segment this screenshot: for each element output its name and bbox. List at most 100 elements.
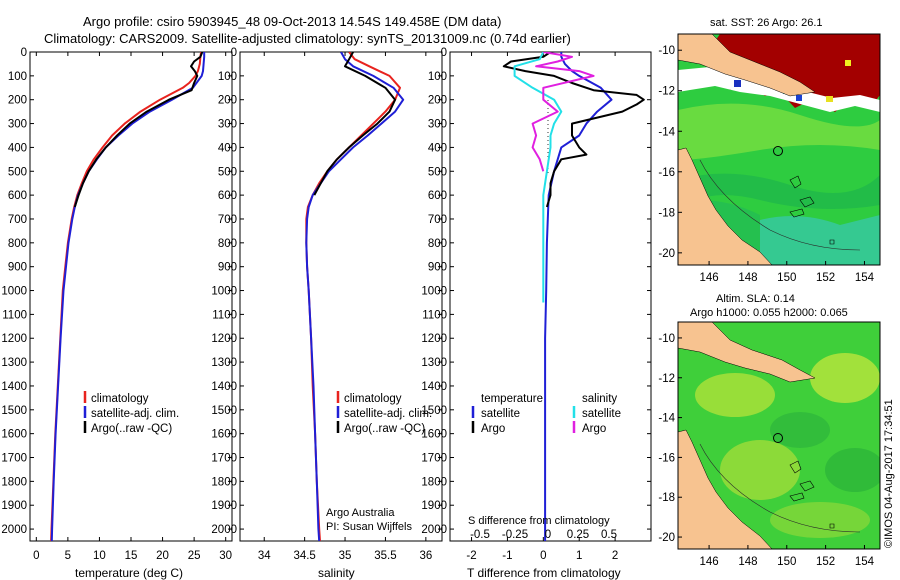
sst-cyan-region — [760, 215, 880, 265]
s-tick-label: 0.25 — [567, 529, 589, 541]
depth-tick-label: 300 — [428, 119, 447, 131]
legend-t-satellite-label: satellite — [481, 408, 520, 420]
depth-tick-label: 1000 — [1, 286, 27, 298]
s-tick-label: 0.5 — [601, 529, 617, 541]
depth-tick-label: 1500 — [421, 405, 447, 417]
depth-tick-label: 100 — [218, 71, 237, 83]
latitude-tick-label: -20 — [658, 532, 675, 544]
legend-satellite-label: satellite-adj. clim. — [344, 408, 432, 420]
x-tick-label: 15 — [125, 550, 138, 562]
sst-bathymetry-contour — [699, 159, 861, 251]
figure-title-line2: Climatology: CARS2009. Satellite-adjuste… — [44, 31, 571, 46]
series-line-temperature-argo — [502, 52, 645, 208]
sst-map-title: sat. SST: 26 Argo: 26.1 — [710, 17, 823, 29]
figure-title-line1: Argo profile: csiro 5903945_48 09-Oct-20… — [83, 14, 501, 29]
series-line-salinity-argo — [531, 52, 595, 172]
depth-tick-label: 1800 — [211, 476, 237, 488]
sst-reefs — [789, 175, 835, 245]
depth-tick-label: 1800 — [1, 476, 27, 488]
depth-tick-label: 1100 — [422, 309, 447, 321]
depth-tick-label: 1200 — [1, 333, 27, 345]
depth-tick-label: 1500 — [211, 405, 237, 417]
difference-legend: temperature satellite Argo salinity sate… — [471, 393, 621, 435]
legend-salinity-heading: salinity — [582, 393, 617, 405]
depth-tick-label: 1300 — [421, 357, 447, 369]
temperature-legend: climatology satellite-adj. clim. Argo(..… — [83, 391, 179, 435]
s-tick-label: 0 — [545, 529, 551, 541]
depth-tick-label: 1000 — [211, 286, 237, 298]
depth-tick-label: 300 — [218, 119, 237, 131]
depth-tick-label: 300 — [8, 119, 27, 131]
depth-tick-label: 1600 — [1, 429, 27, 441]
depth-tick-label: 600 — [218, 190, 237, 202]
longitude-tick-label: 154 — [855, 556, 875, 568]
depth-tick-label: 200 — [218, 95, 237, 107]
sla-high-anomaly — [695, 373, 775, 417]
sla-high-anomaly — [810, 353, 880, 403]
depth-tick-label: 1500 — [1, 405, 27, 417]
x-tick-label: 34.5 — [293, 550, 315, 562]
depth-tick-label: 1100 — [2, 309, 27, 321]
sla-land-australia — [678, 429, 773, 549]
longitude-tick-label: 154 — [855, 272, 875, 284]
depth-tick-label: 1100 — [212, 309, 237, 321]
series-line-argo-raw-qc- — [73, 52, 204, 208]
depth-tick-label: 800 — [428, 238, 447, 250]
s-tick-label: -0.5 — [470, 529, 490, 541]
depth-tick-label: 800 — [8, 238, 27, 250]
latitude-tick-label: -18 — [658, 492, 675, 504]
series-line-salinity-satellite — [513, 52, 563, 303]
sla-land-png — [678, 322, 816, 383]
depth-tick-label: 1900 — [421, 500, 447, 512]
depth-tick-label: 500 — [218, 166, 237, 178]
series-line-argo-raw-qc- — [313, 52, 397, 196]
depth-tick-label: 500 — [428, 166, 447, 178]
sla-map-frame — [677, 321, 881, 550]
salinity-legend: climatology satellite-adj. clim. Argo(..… — [336, 391, 432, 435]
depth-tick-label: 1800 — [421, 476, 447, 488]
longitude-tick-label: 150 — [777, 272, 796, 284]
depth-tick-label: 200 — [428, 95, 447, 107]
temperature-panel: 0100200300400500600700800900100011001200… — [1, 47, 233, 580]
longitude-tick-label: 150 — [777, 556, 796, 568]
legend-temperature-heading: temperature — [481, 393, 543, 405]
latitude-tick-label: -18 — [658, 207, 675, 219]
longitude-tick-label: 146 — [699, 556, 718, 568]
depth-tick-label: 400 — [428, 142, 447, 154]
pi-note: PI: Susan Wijffels — [326, 521, 412, 533]
depth-tick-label: 0 — [231, 47, 237, 59]
x-tick-label: 20 — [156, 550, 169, 562]
depth-tick-label: 1400 — [211, 381, 237, 393]
depth-tick-label: 600 — [8, 190, 27, 202]
depth-tick-label: 900 — [8, 262, 27, 274]
sla-high-anomaly — [770, 502, 870, 538]
depth-tick-label: 1300 — [211, 357, 237, 369]
temperature-axis-label: temperature (deg C) — [75, 566, 183, 580]
depth-tick-label: 1700 — [1, 453, 27, 465]
sst-argo-marker — [773, 146, 783, 156]
longitude-tick-label: 148 — [738, 272, 757, 284]
x-tick-label: 1 — [576, 550, 582, 562]
depth-tick-label: 400 — [8, 142, 27, 154]
x-tick-label: 35 — [339, 550, 352, 562]
sst-cool-band — [678, 173, 880, 215]
latitude-tick-label: -10 — [658, 45, 675, 57]
salinity-panel: 0 100 200 300 400 500 600 700 800 900 1000 1100 1200… — [211, 47, 443, 580]
x-tick-label: 30 — [219, 550, 232, 562]
sla-map-title-line1: Altim. SLA: 0.14 — [716, 293, 795, 305]
depth-tick-label: 1600 — [211, 429, 237, 441]
depth-tick-label: 1300 — [1, 357, 27, 369]
longitude-tick-label: 148 — [738, 556, 757, 568]
sst-map: sat. SST: 26 Argo: 26.1 146 148 150 152 154 -… — [658, 17, 881, 284]
depth-tick-label: 1400 — [1, 381, 27, 393]
latitude-tick-label: -16 — [658, 167, 675, 179]
sla-argo-marker — [773, 433, 783, 443]
sla-map: Altim. SLA: 0.14 Argo h1000: 0.055 h2000… — [658, 293, 881, 568]
t-difference-axis-label: T difference from climatology — [467, 566, 621, 580]
depth-tick-label: 700 — [218, 214, 237, 226]
legend-argo-label: Argo(..raw -QC) — [91, 423, 172, 435]
legend-satellite-label: satellite-adj. clim. — [91, 408, 179, 420]
depth-tick-label: 0 — [441, 47, 447, 59]
depth-tick-label: 100 — [428, 71, 447, 83]
x-tick-label: -2 — [466, 550, 476, 562]
